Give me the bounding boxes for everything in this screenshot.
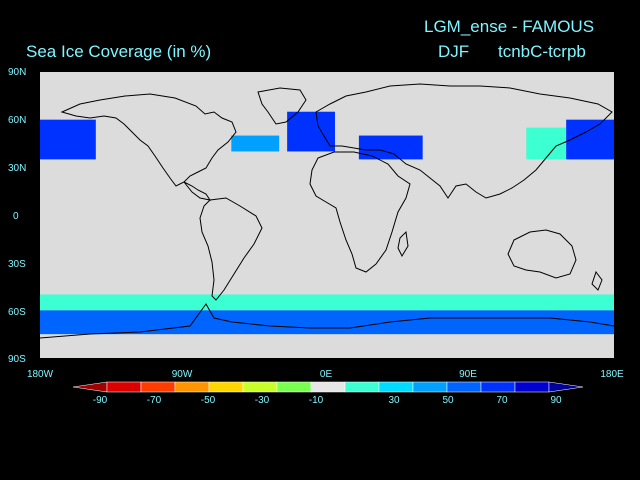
coast-africa bbox=[309, 151, 411, 273]
colorbar-label: -90 bbox=[92, 395, 108, 406]
lat-label-30s: 30S bbox=[8, 259, 26, 270]
coast-australia bbox=[507, 229, 577, 279]
colorbar-label: -30 bbox=[254, 395, 270, 406]
sea-ice-cell bbox=[526, 127, 567, 160]
variable-title: Sea Ice Coverage (in %) bbox=[26, 42, 212, 61]
colorbar-swatch bbox=[412, 381, 448, 393]
colorbar-swatch bbox=[208, 381, 244, 393]
lat-label-60n: 60N bbox=[8, 115, 27, 126]
sea-ice-cell bbox=[358, 135, 423, 160]
colorbar-swatch bbox=[344, 381, 380, 393]
coast-north-america bbox=[60, 93, 237, 187]
sea-ice-cell bbox=[231, 135, 280, 152]
sea-ice-cell bbox=[287, 111, 335, 152]
run-title: LGM_ense - FAMOUS bbox=[424, 17, 595, 36]
lat-label-30n: 30N bbox=[8, 163, 27, 174]
lat-label-90n: 90N bbox=[8, 67, 27, 78]
lat-label-equator: 0 bbox=[13, 211, 19, 222]
colorbar-swatch bbox=[548, 381, 584, 393]
lat-label-60s: 60S bbox=[8, 307, 26, 318]
colorbar-label: 30 bbox=[388, 395, 400, 406]
coast-greenland bbox=[257, 87, 307, 125]
colorbar-swatch bbox=[480, 381, 516, 393]
sea-ice-layer bbox=[40, 111, 614, 335]
colorbar-swatch bbox=[174, 381, 210, 393]
lon-label-90e: 90E bbox=[459, 369, 477, 380]
colorbar-swatch bbox=[242, 381, 278, 393]
colorbar-swatch bbox=[514, 381, 550, 393]
colorbar-label: 90 bbox=[550, 395, 562, 406]
colorbar-label: -10 bbox=[308, 395, 324, 406]
coast-new-zealand bbox=[591, 270, 603, 291]
colorbar-label: 50 bbox=[442, 395, 454, 406]
colorbar-swatch bbox=[310, 381, 346, 393]
colorbar-swatch bbox=[106, 381, 142, 393]
sea-ice-cell bbox=[566, 119, 614, 160]
season-label: DJF bbox=[438, 42, 470, 61]
experiment-label: tcnbC-tcrpb bbox=[498, 42, 586, 61]
colorbar-label: -50 bbox=[200, 395, 216, 406]
lon-label-180w: 180W bbox=[26, 369, 54, 380]
coast-south-america bbox=[199, 197, 263, 301]
sea-ice-cell bbox=[40, 119, 96, 160]
lon-label-90w: 90W bbox=[171, 369, 193, 380]
lat-label-90s: 90S bbox=[8, 354, 26, 365]
colorbar bbox=[72, 381, 584, 393]
coast-eurasia bbox=[315, 83, 613, 199]
coast-central-america bbox=[183, 181, 212, 201]
coastlines bbox=[39, 83, 615, 339]
coast-madagascar bbox=[397, 230, 409, 258]
colorbar-swatch bbox=[378, 381, 414, 393]
lon-label-0e: 0E bbox=[319, 369, 333, 380]
colorbar-swatch bbox=[446, 381, 482, 393]
sea-ice-cell bbox=[40, 294, 614, 311]
colorbar-swatch bbox=[140, 381, 176, 393]
colorbar-label: 70 bbox=[496, 395, 508, 406]
sea-ice-cell bbox=[40, 310, 614, 335]
colorbar-swatch bbox=[276, 381, 312, 393]
coast-antarctica bbox=[39, 303, 615, 339]
lon-label-180e: 180E bbox=[600, 369, 624, 380]
colorbar-label: -70 bbox=[146, 395, 162, 406]
colorbar-swatch bbox=[72, 381, 108, 393]
